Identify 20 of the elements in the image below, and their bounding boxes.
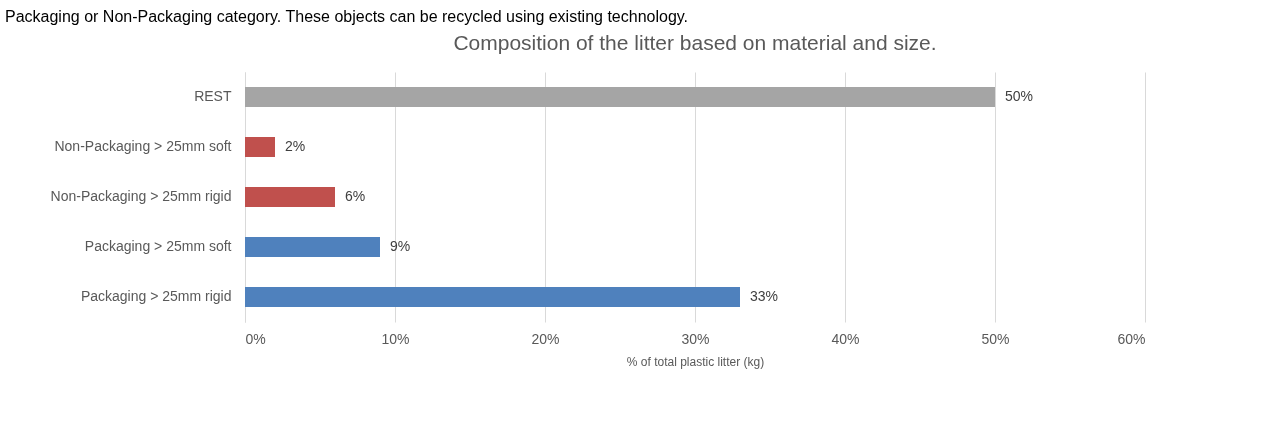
- x-tick-label: 10%: [381, 330, 410, 347]
- data-label: 9%: [390, 238, 411, 254]
- y-tick-label: Packaging > 25mm soft: [84, 238, 232, 254]
- x-axis-title: % of total plastic litter (kg): [626, 354, 765, 369]
- y-tick-label: Packaging > 25mm rigid: [80, 288, 232, 304]
- text: Packaging or Non-Packaging category. These objects can be recycled using existing technology.: [5, 8, 689, 25]
- x-tick-label: 20%: [531, 330, 560, 347]
- data-label: 2%: [285, 138, 306, 154]
- x-tick-label: 50%: [981, 330, 1010, 347]
- data-label: 6%: [345, 188, 366, 204]
- y-tick-label: Non-Packaging > 25mm soft: [54, 138, 232, 154]
- data-label: 50%: [1005, 88, 1034, 104]
- y-tick-label: Non-Packaging > 25mm rigid: [50, 188, 232, 204]
- chart-title: Composition of the litter based on material and size.: [453, 31, 937, 54]
- x-tick-label: 40%: [831, 330, 860, 347]
- y-tick-label: REST: [194, 88, 232, 104]
- x-tick-label: 0%: [245, 330, 266, 347]
- x-tick-label: 30%: [681, 330, 710, 347]
- data-label: 33%: [750, 288, 779, 304]
- x-tick-label: 60%: [1117, 330, 1146, 347]
